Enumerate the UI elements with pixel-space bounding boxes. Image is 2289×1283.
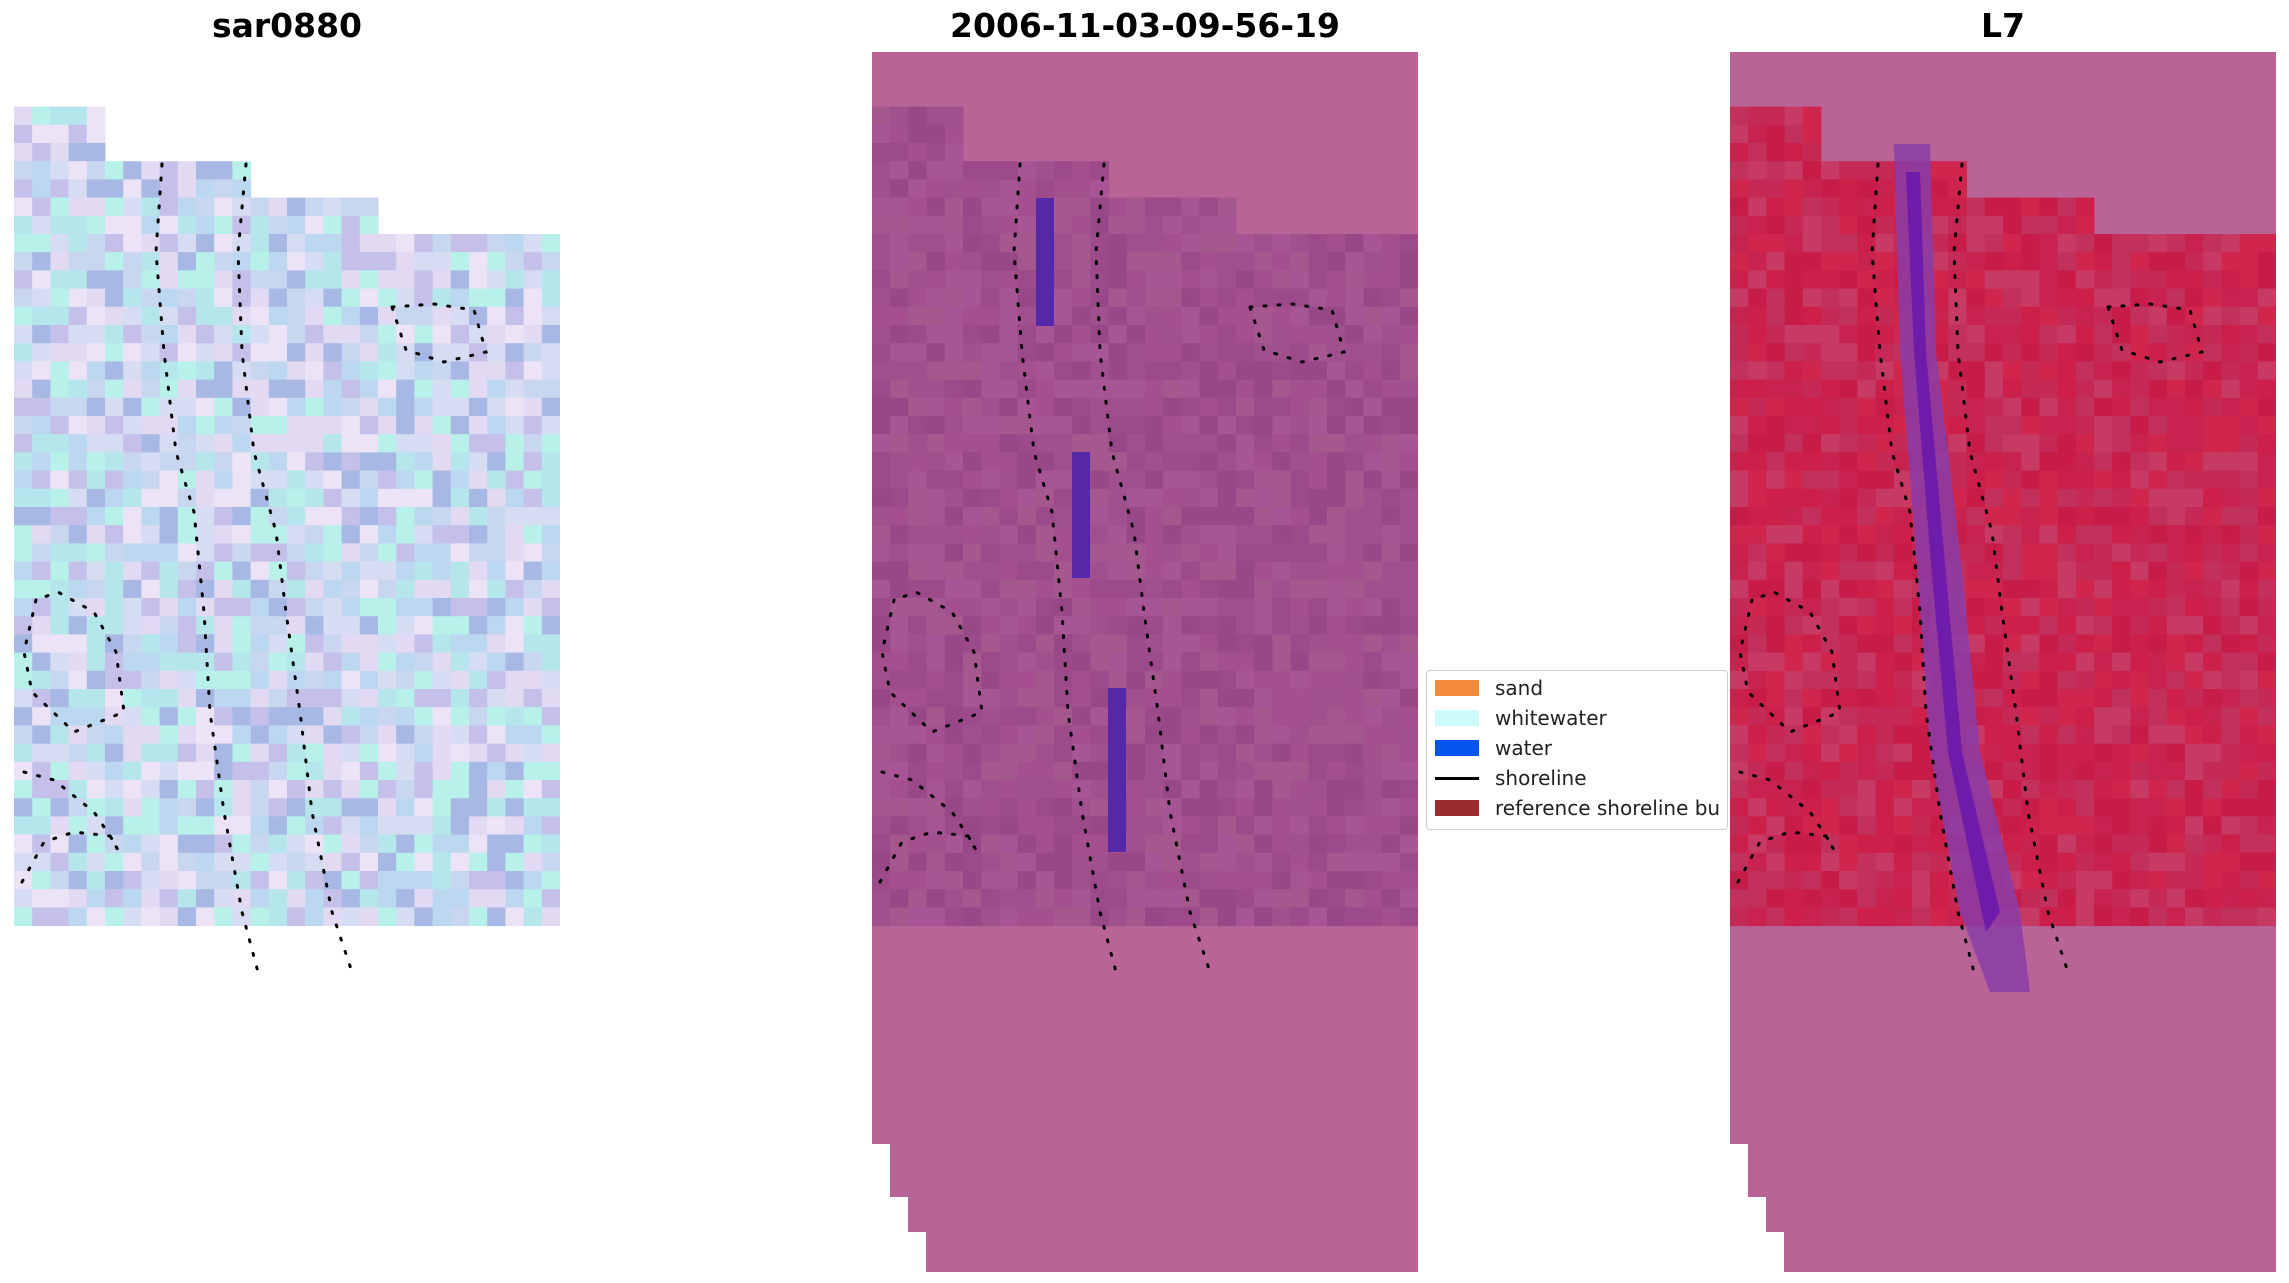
legend-label: water bbox=[1495, 736, 1552, 760]
panel-title-date: 2006-11-03-09-56-19 bbox=[950, 6, 1340, 45]
classified-image-panel bbox=[872, 52, 1418, 1272]
water-pixels bbox=[1036, 198, 1054, 326]
legend-label: shoreline bbox=[1495, 766, 1587, 790]
shoreline-trace bbox=[880, 770, 974, 844]
sar-rgb-image-panel bbox=[14, 106, 560, 974]
water-swatch-icon bbox=[1435, 740, 1479, 756]
shoreline-trace bbox=[1738, 770, 1832, 844]
shoreline-trace bbox=[22, 770, 116, 844]
whitewater-swatch-icon bbox=[1435, 710, 1479, 726]
sand-swatch-icon bbox=[1435, 680, 1479, 696]
legend-label: reference shoreline bu bbox=[1495, 796, 1721, 820]
panel-title-sar: sar0880 bbox=[211, 6, 363, 45]
shoreline-trace bbox=[1248, 302, 1346, 364]
legend: sand whitewater water shoreline referenc… bbox=[1426, 670, 1728, 830]
legend-item-sand: sand bbox=[1435, 675, 1543, 701]
legend-item-shoreline: shoreline bbox=[1435, 765, 1587, 791]
legend-item-water: water bbox=[1435, 735, 1552, 761]
shoreline-trace bbox=[390, 302, 488, 364]
raster-pixels bbox=[872, 106, 1418, 927]
raster-pixels bbox=[14, 106, 560, 927]
reference-buffer-swatch-icon bbox=[1435, 800, 1479, 816]
shoreline-trace bbox=[1736, 830, 1836, 884]
water-pixels bbox=[1072, 452, 1090, 578]
shoreline-trace bbox=[878, 830, 978, 884]
water-channel-core bbox=[1906, 172, 2000, 932]
legend-label: sand bbox=[1495, 676, 1544, 700]
legend-label: whitewater bbox=[1495, 706, 1607, 730]
shoreline-line-icon bbox=[1435, 776, 1479, 780]
index-image-panel bbox=[1730, 52, 2276, 1272]
water-channel bbox=[1894, 144, 2030, 992]
legend-item-whitewater: whitewater bbox=[1435, 705, 1607, 731]
shoreline-trace bbox=[20, 830, 120, 884]
panel-title-satellite: L7 bbox=[1981, 6, 2025, 45]
water-pixels bbox=[1108, 688, 1126, 852]
shoreline-trace bbox=[2106, 302, 2204, 364]
legend-item-reference-buffer: reference shoreline bu bbox=[1435, 795, 1720, 821]
